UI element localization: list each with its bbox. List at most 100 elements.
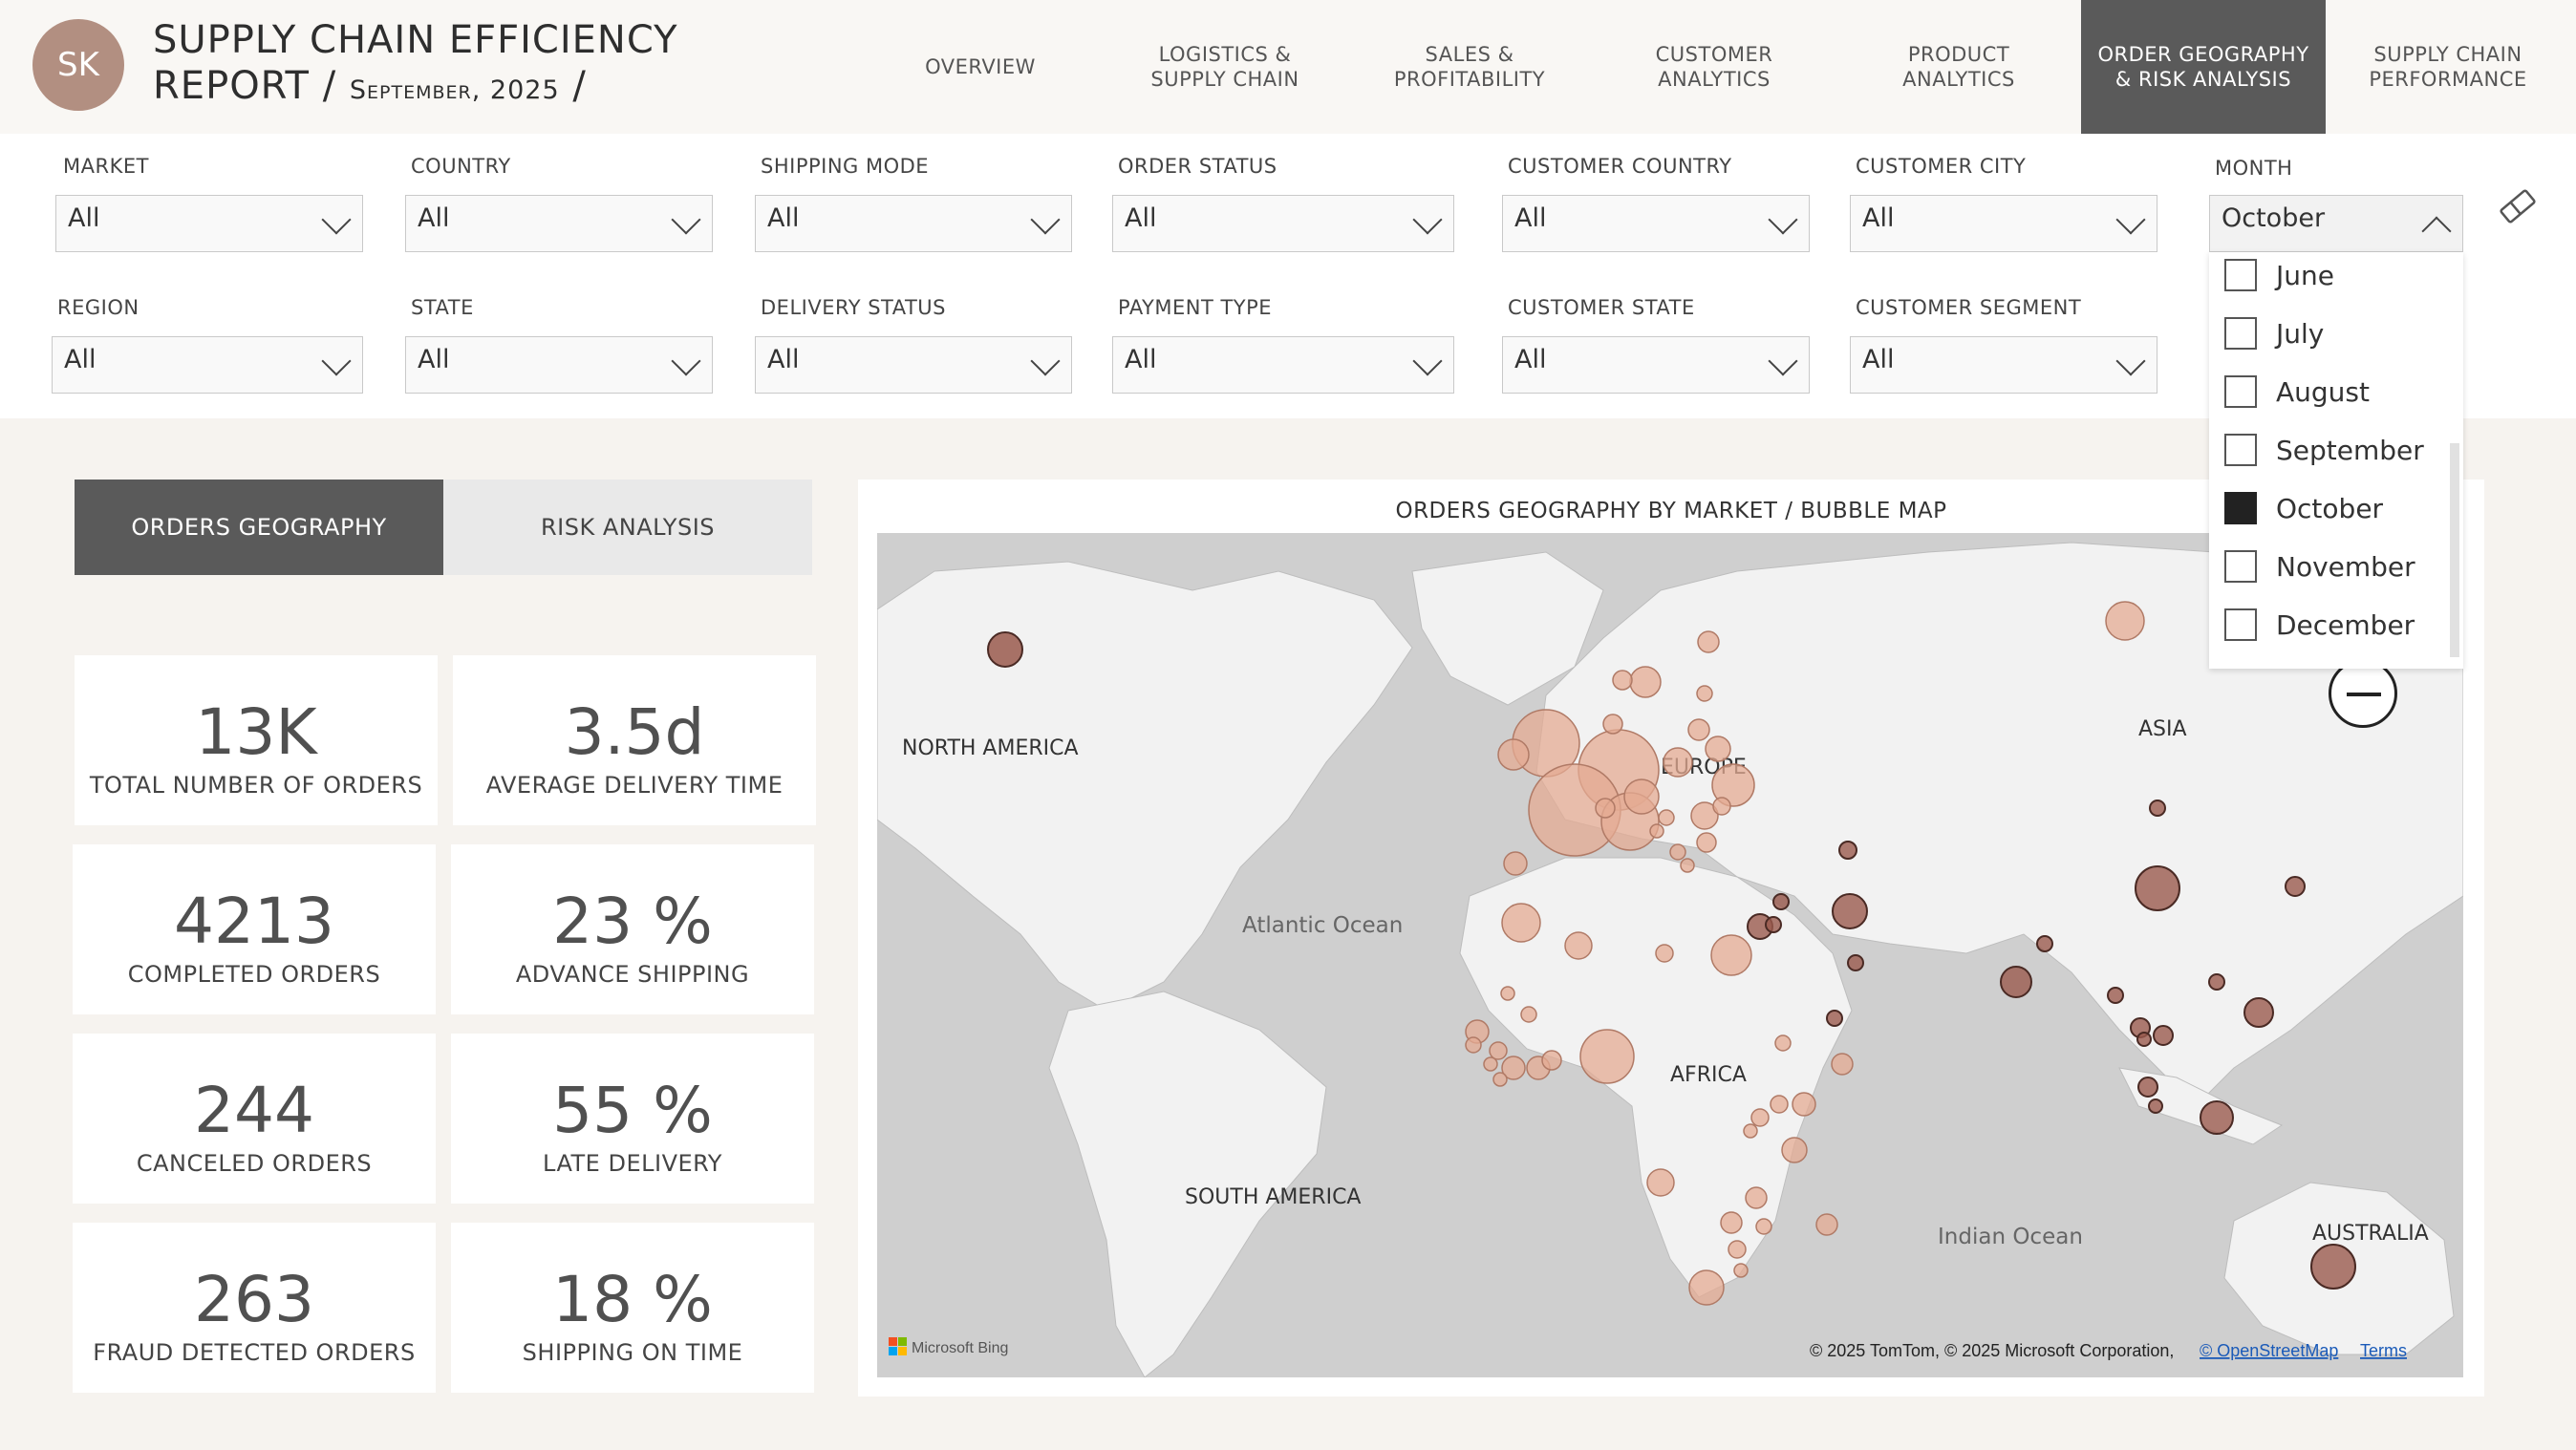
bubble[interactable] [2200, 1100, 2234, 1135]
bubble[interactable] [1774, 1034, 1792, 1052]
openstreetmap-link[interactable]: © OpenStreetMap [2200, 1341, 2338, 1360]
bubble[interactable] [1815, 1213, 1838, 1236]
bubble[interactable] [2148, 1098, 2163, 1114]
country-filter[interactable]: All [405, 195, 713, 252]
bubble[interactable] [2285, 876, 2306, 897]
bubble[interactable] [1623, 778, 1660, 815]
shipping-mode-filter[interactable]: All [755, 195, 1072, 252]
bubble[interactable] [1520, 1006, 1537, 1023]
nav-product-analytics[interactable]: PRODUCT ANALYTICS [1902, 43, 2015, 91]
bubble[interactable] [1629, 666, 1662, 698]
nav-customer-analytics[interactable]: CUSTOMER ANALYTICS [1655, 43, 1773, 91]
nav-logistics[interactable]: LOGISTICS & SUPPLY CHAIN [1150, 43, 1299, 91]
nav-order-geography[interactable]: ORDER GEOGRAPHY & RISK ANALYSIS [2081, 0, 2326, 134]
bubble[interactable] [1658, 809, 1675, 826]
bubble[interactable] [1838, 841, 1857, 860]
bubble[interactable] [1503, 851, 1528, 876]
bubble[interactable] [1501, 903, 1541, 943]
zoom-out-button[interactable] [2329, 659, 2397, 728]
bubble[interactable] [1772, 893, 1790, 910]
bubble[interactable] [1750, 1108, 1770, 1127]
bubble[interactable] [2136, 1032, 2152, 1047]
nav-supply-chain-performance[interactable]: SUPPLY CHAIN PERFORMANCE [2369, 43, 2527, 91]
bubble[interactable] [1489, 1041, 1508, 1060]
payment-type-filter[interactable]: All [1112, 336, 1454, 394]
bubble[interactable] [1501, 1056, 1526, 1080]
terms-link[interactable]: Terms [2360, 1341, 2407, 1360]
bubble[interactable] [1649, 823, 1664, 839]
tab-risk-analysis[interactable]: RISK ANALYSIS [443, 480, 812, 575]
bubble[interactable] [2036, 935, 2053, 952]
bubble[interactable] [1669, 843, 1686, 861]
bubble[interactable] [1755, 1218, 1772, 1235]
bubble[interactable] [1847, 954, 1864, 971]
bubble[interactable] [1826, 1010, 1843, 1027]
bubble[interactable] [1711, 763, 1755, 807]
customer-segment-filter[interactable]: All [1850, 336, 2157, 394]
month-option-june[interactable]: June [2224, 256, 2334, 294]
bubble[interactable] [1492, 1072, 1508, 1087]
bubble[interactable] [1465, 1036, 1482, 1054]
bubble[interactable] [2208, 973, 2225, 991]
bubble[interactable] [2135, 865, 2180, 911]
customer-state-filter[interactable]: All [1502, 336, 1810, 394]
bubble[interactable] [1765, 916, 1782, 933]
bubble[interactable] [1728, 1240, 1747, 1259]
bubble[interactable] [1680, 858, 1695, 873]
bubble[interactable] [2310, 1244, 2356, 1290]
bubble[interactable] [2153, 1025, 2174, 1046]
bubble[interactable] [1497, 738, 1530, 771]
bubble[interactable] [1663, 747, 1693, 778]
bubble[interactable] [1781, 1137, 1808, 1163]
nav-overview[interactable]: OVERVIEW [925, 55, 1036, 78]
order-status-filter[interactable]: All [1112, 195, 1454, 252]
bubble[interactable] [1743, 1123, 1758, 1139]
month-option-october[interactable]: October [2224, 489, 2383, 527]
bubble[interactable] [1690, 801, 1719, 830]
dropdown-scrollbar[interactable] [2450, 443, 2459, 657]
nav-sales[interactable]: SALES & PROFITABILITY [1393, 43, 1546, 91]
bubble[interactable] [1831, 1053, 1854, 1076]
bubble-map[interactable]: NORTH AMERICA EUROPE ASIA AFRICA SOUTH A… [877, 533, 2463, 1377]
bubble[interactable] [1602, 714, 1623, 735]
bubble[interactable] [1579, 1029, 1635, 1084]
bubble[interactable] [1696, 832, 1717, 853]
bubble[interactable] [1688, 1269, 1725, 1306]
bubble[interactable] [2149, 800, 2166, 817]
bubble[interactable] [2107, 987, 2124, 1004]
bubble[interactable] [1612, 670, 1633, 691]
bubble[interactable] [1655, 944, 1674, 963]
bubble[interactable] [2243, 997, 2274, 1028]
bubble[interactable] [1697, 630, 1720, 653]
bubble[interactable] [2137, 1077, 2158, 1098]
month-option-august[interactable]: August [2224, 373, 2370, 411]
bubble[interactable] [1500, 986, 1515, 1001]
month-filter[interactable]: October [2209, 195, 2463, 252]
tab-orders-geography[interactable]: ORDERS GEOGRAPHY [75, 480, 443, 575]
month-option-july[interactable]: July [2224, 314, 2324, 352]
bubble[interactable] [1541, 1050, 1562, 1071]
delivery-status-filter[interactable]: All [755, 336, 1072, 394]
bubble[interactable] [1733, 1263, 1749, 1278]
eraser-icon[interactable] [2496, 189, 2540, 224]
bubble[interactable] [1792, 1092, 1816, 1117]
bubble[interactable] [1696, 685, 1713, 702]
bubble[interactable] [2105, 601, 2145, 641]
bubble[interactable] [1745, 1186, 1768, 1209]
month-option-september[interactable]: September [2224, 431, 2424, 469]
bubble[interactable] [1832, 893, 1868, 929]
month-option-december[interactable]: December [2224, 606, 2415, 644]
customer-country-filter[interactable]: All [1502, 195, 1810, 252]
month-option-november[interactable]: November [2224, 547, 2415, 586]
bubble[interactable] [1710, 934, 1752, 976]
market-filter[interactable]: All [55, 195, 363, 252]
bubble[interactable] [1712, 797, 1731, 816]
customer-city-filter[interactable]: All [1850, 195, 2157, 252]
bubble[interactable] [1770, 1095, 1789, 1114]
bubble[interactable] [1646, 1168, 1675, 1197]
region-filter[interactable]: All [52, 336, 363, 394]
bubble[interactable] [2000, 966, 2032, 998]
state-filter[interactable]: All [405, 336, 713, 394]
bubble[interactable] [1483, 1056, 1498, 1072]
bubble[interactable] [1687, 718, 1710, 741]
